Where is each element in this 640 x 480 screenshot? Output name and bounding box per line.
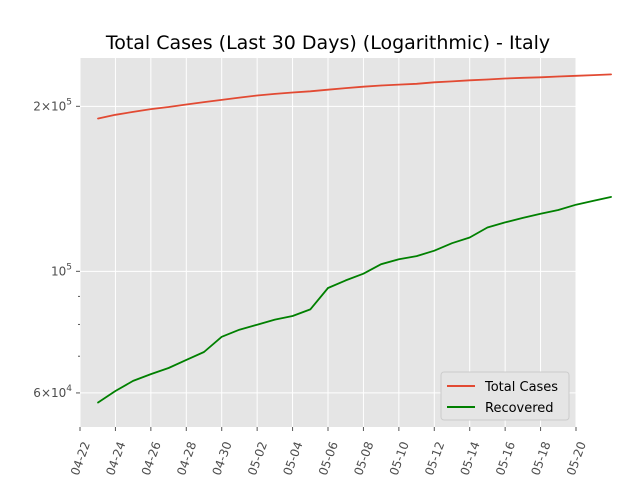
data-point [486,78,488,81]
legend-label-total-cases: Total Cases [484,380,558,395]
data-point [309,308,311,310]
data-point [114,114,116,116]
grid [79,58,577,427]
data-point [451,80,453,82]
x-tick-label: 05-18 [528,440,553,478]
x-tick-label: 04-28 [174,440,199,478]
data-point [168,367,170,369]
data-point [575,204,577,206]
data-point [362,273,364,275]
x-tick-label: 04-30 [210,440,235,478]
data-point [504,77,506,80]
series-lines [97,73,613,404]
data-point [575,75,577,77]
data-point [256,324,258,326]
data-point [327,89,329,91]
data-point [114,390,116,392]
x-tick-label: 04-22 [68,440,93,478]
data-point [557,209,559,211]
data-point [433,250,435,252]
data-point [97,402,99,404]
series-line-recovered [97,196,612,404]
data-point [185,359,187,361]
y-tick-label: 2×105 [33,97,72,113]
data-point [398,258,400,260]
data-point [469,236,471,239]
x-tick-label: 05-04 [280,440,305,478]
x-tick-label: 05-10 [387,440,412,478]
data-point [238,97,240,99]
data-point [168,106,170,108]
y-tick-base: 10 [51,264,66,278]
data-point [274,93,276,95]
x-tick-label: 05-08 [351,440,376,478]
data-point [522,217,524,219]
x-tick-label: 05-16 [493,440,518,478]
data-point [380,84,382,87]
data-point [221,336,223,338]
data-point [345,279,347,281]
data-point [451,242,453,244]
x-tick-label: 05-14 [458,440,483,478]
data-point [203,101,205,103]
data-point [256,94,258,97]
data-point [593,200,595,202]
data-point [540,76,542,78]
data-point [540,213,542,215]
y-tick-times: ×10 [41,99,66,113]
data-point [398,84,400,86]
data-point [309,90,311,92]
data-point [132,111,134,113]
data-point [292,315,294,317]
data-point [292,91,294,94]
data-point [345,87,347,89]
data-point [150,108,152,110]
y-tick-mantissa: 2 [33,99,41,113]
data-point [557,75,559,78]
x-tick-label: 05-06 [316,440,341,478]
data-point [610,196,613,198]
x-tick-label: 05-20 [564,440,589,478]
y-tick-label: 105 [51,262,72,278]
data-point [150,373,152,375]
data-point [221,99,223,101]
series-line-total-cases [97,73,612,120]
data-point [469,79,471,81]
y-tick-label: 6×104 [33,384,72,400]
data-point [362,86,364,88]
data-point [522,77,524,79]
y-tick-times: ×10 [41,386,66,400]
data-point [433,81,435,83]
data-point [504,221,506,223]
data-point [238,329,240,331]
x-tick-label: 05-02 [245,440,270,478]
data-point [185,103,187,106]
data-point [327,287,329,289]
data-point [203,351,205,353]
data-point [97,118,99,120]
data-point [486,226,488,229]
y-tick-mantissa: 6 [33,386,41,400]
y-tick-exponent: 5 [66,97,72,107]
x-tick-label: 04-24 [103,440,128,478]
y-tick-exponent: 5 [66,262,72,272]
data-point [593,74,595,76]
x-axis: 04-22 04-24 04-26 04-28 04-30 05-02 05-04 05-06… [68,427,589,477]
x-tick-label: 04-26 [139,440,164,478]
data-point [274,319,276,321]
chart-title: Total Cases (Last 30 Days) (Logarithmic)… [105,32,550,54]
data-point [416,255,418,257]
data-point [610,73,613,75]
y-tick-exponent: 4 [66,384,72,394]
data-point [416,83,418,85]
data-point [380,263,382,265]
legend-label-recovered: Recovered [485,401,554,416]
data-point [132,380,134,382]
x-tick-label: 05-12 [422,440,447,478]
legend: Total Cases Recovered [440,371,570,421]
